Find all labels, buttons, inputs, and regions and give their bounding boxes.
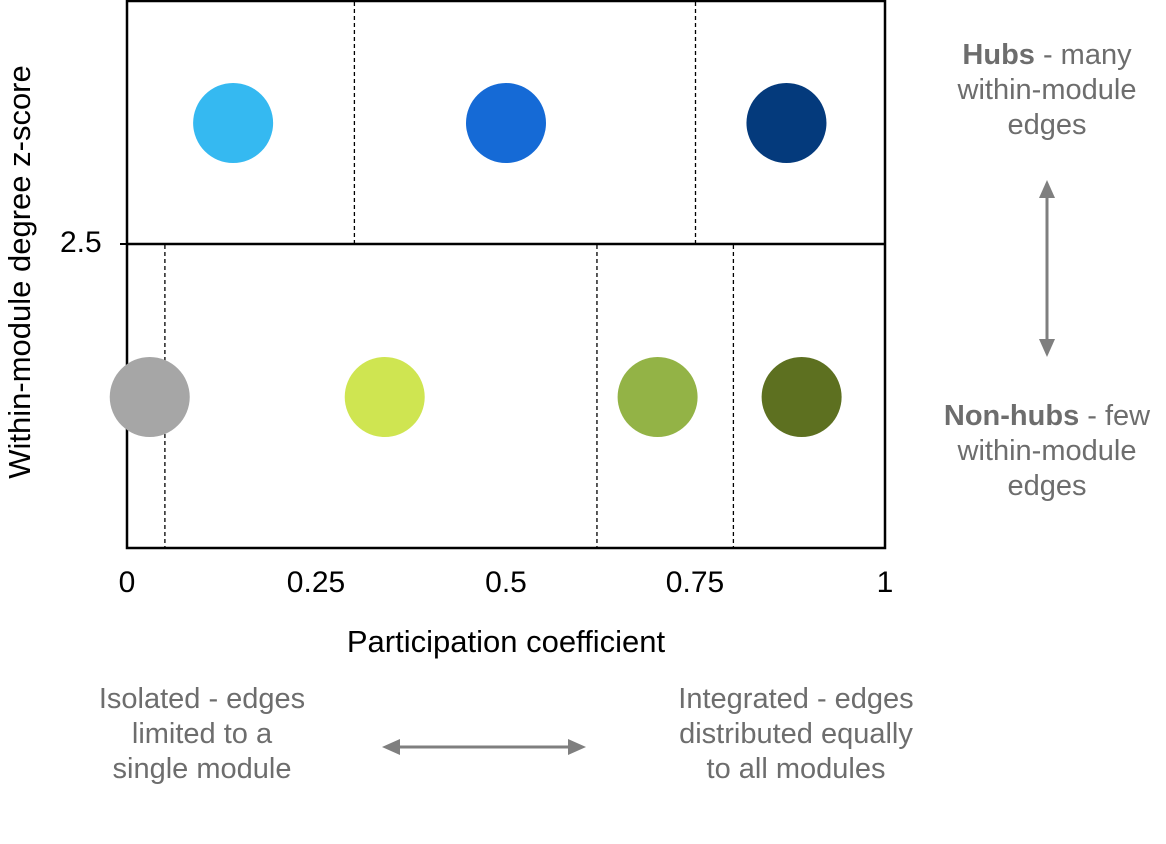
- x-tick-label: 0.75: [665, 566, 725, 599]
- hub-role-circle: [746, 83, 827, 163]
- hub-arrow: [1039, 180, 1055, 357]
- isolated-note: Isolated - edges limited to a single mod…: [98, 683, 306, 785]
- x-axis-label: Participation coefficient: [346, 624, 666, 659]
- x-tick-label: 0.25: [286, 566, 346, 599]
- x-tick-label: 0.5: [485, 566, 527, 599]
- hubs-note-title: Hubs: [962, 39, 1035, 71]
- nonhubs-note-text: - few within-module edges: [957, 400, 1151, 502]
- x-tick-label: 0: [118, 566, 136, 599]
- nonhub-role-circle: [761, 357, 842, 437]
- hub-role-circle: [193, 83, 274, 163]
- nonhub-role-circle: [617, 357, 698, 437]
- y-tick-label: 2.5: [60, 226, 102, 259]
- integrated-note: Integrated - edges distributed equally t…: [678, 683, 914, 785]
- nonhubs-note: Non-hubs - few within-module edges: [926, 399, 1166, 504]
- nonhub-role-circle: [344, 357, 425, 437]
- nonhubs-note-title: Non-hubs: [943, 400, 1080, 432]
- integration-arrow: [382, 739, 586, 755]
- hubs-note-text: - many within-module edges: [957, 39, 1137, 141]
- x-tick-label: 1: [876, 566, 894, 599]
- hubs-note: Hubs - many within-module edges: [932, 38, 1162, 143]
- hub-role-circle: [466, 83, 546, 163]
- nonhub-role-circle: [109, 357, 190, 437]
- plot-frame: [125, 0, 887, 550]
